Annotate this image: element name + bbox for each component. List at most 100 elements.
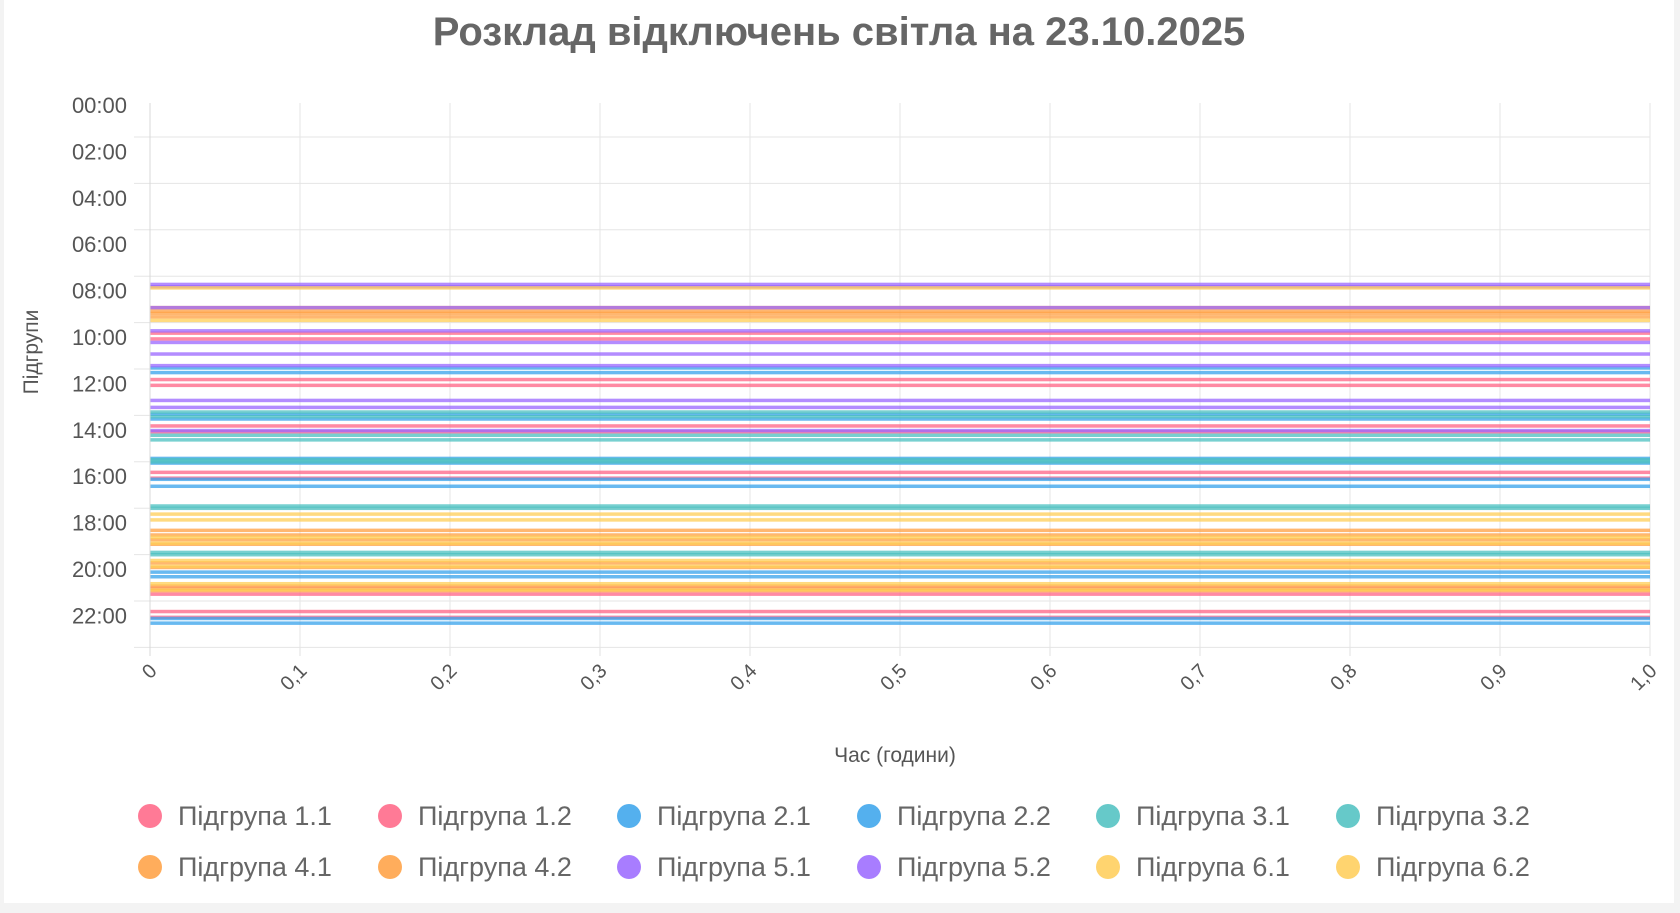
outage-bar — [150, 405, 1650, 410]
outage-bar — [150, 550, 1650, 555]
outage-bar — [150, 398, 1650, 403]
outage-bar — [150, 616, 1650, 621]
outage-bar — [150, 318, 1650, 323]
outage-bar — [150, 581, 1650, 586]
y-tick-label: 08:00 — [72, 279, 127, 304]
y-tick-label: 00:00 — [72, 93, 127, 118]
outage-bars — [150, 282, 1650, 625]
legend-swatch — [1336, 855, 1360, 879]
x-tick-label: 0,9 — [1476, 660, 1511, 695]
legend-label: Підгрупа 3.1 — [1136, 801, 1290, 831]
legend-label: Підгрупа 1.2 — [418, 801, 572, 831]
legend-item[interactable]: Підгрупа 3.2 — [1336, 801, 1530, 831]
outage-bar — [150, 470, 1650, 475]
legend-swatch — [857, 855, 881, 879]
legend-label: Підгрупа 2.1 — [657, 801, 811, 831]
outage-bar — [150, 311, 1650, 316]
x-tick-label: 1,0 — [1626, 660, 1661, 695]
outage-bar — [150, 417, 1650, 421]
legend-swatch — [617, 855, 641, 879]
x-tick-label: 0 — [138, 660, 161, 683]
legend-item[interactable]: Підгрупа 4.2 — [378, 852, 572, 882]
outage-bar — [150, 535, 1650, 540]
legend-label: Підгрупа 4.2 — [418, 852, 572, 882]
outage-bar — [150, 309, 1650, 313]
legend-item[interactable]: Підгрупа 1.1 — [138, 801, 332, 831]
legend-item[interactable]: Підгрупа 3.1 — [1096, 801, 1290, 831]
legend-label: Підгрупа 6.1 — [1136, 852, 1290, 882]
legend-swatch — [1096, 855, 1120, 879]
legend-swatch — [1336, 804, 1360, 828]
legend-label: Підгрупа 1.1 — [178, 801, 332, 831]
outage-bar — [150, 592, 1650, 596]
outage-bar — [150, 424, 1650, 428]
legend-item[interactable]: Підгрупа 5.2 — [857, 852, 1051, 882]
outage-bar — [150, 414, 1650, 419]
outage-bar — [150, 352, 1650, 356]
legend-swatch — [378, 804, 402, 828]
outage-bar — [150, 477, 1650, 482]
outage-bar — [150, 564, 1650, 569]
outage-bar — [150, 377, 1650, 382]
outage-bar — [150, 587, 1650, 592]
outage-bar — [150, 504, 1650, 508]
outage-bar — [150, 340, 1650, 345]
y-tick-label: 04:00 — [72, 186, 127, 211]
legend-label: Підгрупа 6.2 — [1376, 852, 1530, 882]
outage-bar — [150, 484, 1650, 489]
legend-item[interactable]: Підгрупа 6.1 — [1096, 852, 1290, 882]
legend-label: Підгрупа 3.2 — [1376, 801, 1530, 831]
outage-bar — [150, 315, 1650, 319]
x-tick-label: 0,3 — [576, 660, 611, 695]
legend-label: Підгрупа 2.2 — [897, 801, 1051, 831]
outage-bar — [150, 457, 1650, 462]
y-tick-label: 16:00 — [72, 464, 127, 489]
x-tick-label: 0,8 — [1326, 660, 1361, 695]
y-tick-label: 22:00 — [72, 603, 127, 628]
legend-item[interactable]: Підгрупа 2.1 — [617, 801, 811, 831]
outage-bar — [150, 537, 1650, 542]
x-tick-label: 0,7 — [1176, 660, 1211, 695]
outage-bar — [150, 533, 1650, 537]
legend-item[interactable]: Підгрупа 5.1 — [617, 852, 811, 882]
x-tick-label: 0,6 — [1026, 660, 1061, 695]
x-tick-label: 0,1 — [276, 660, 311, 695]
outage-schedule-chart: Розклад відключень світла на 23.10.2025 … — [20, 10, 1662, 882]
outage-bar — [150, 305, 1650, 310]
outage-bar — [150, 528, 1650, 533]
outage-bar — [150, 558, 1650, 563]
outage-bar — [150, 383, 1650, 388]
y-tick-label: 18:00 — [72, 511, 127, 536]
outage-bar — [150, 412, 1650, 417]
outage-bar — [150, 570, 1650, 574]
outage-bar — [150, 541, 1650, 545]
legend-item[interactable]: Підгрупа 6.2 — [1336, 852, 1530, 882]
legend-swatch — [138, 804, 162, 828]
chart-title: Розклад відключень світла на 23.10.2025 — [433, 10, 1246, 54]
x-tick-label: 0,4 — [726, 660, 761, 695]
legend-label: Підгрупа 5.1 — [657, 852, 811, 882]
outage-bar — [150, 460, 1650, 464]
outage-bar — [150, 512, 1650, 516]
chart-card: Розклад відключень світла на 23.10.2025 … — [4, 0, 1674, 903]
x-axis-title: Час (години) — [834, 744, 956, 767]
outage-bar — [150, 438, 1650, 442]
legend-item[interactable]: Підгрупа 2.2 — [857, 801, 1051, 831]
legend-swatch — [1096, 804, 1120, 828]
outage-bar — [150, 366, 1650, 370]
legend-swatch — [857, 804, 881, 828]
y-axis-title: Підгрупи — [20, 310, 43, 395]
legend[interactable]: Підгрупа 1.1 Підгрупа 1.2 Підгрупа 2.1 Підг… — [138, 801, 1530, 882]
outage-bar — [150, 518, 1650, 522]
outage-bar — [150, 410, 1650, 414]
legend-item[interactable]: Підгрупа 1.2 — [378, 801, 572, 831]
outage-bar — [150, 552, 1650, 557]
legend-item[interactable]: Підгрупа 4.1 — [138, 852, 332, 882]
y-tick-label: 20:00 — [72, 557, 127, 582]
y-tick-label: 10:00 — [72, 325, 127, 350]
legend-swatch — [378, 855, 402, 879]
outage-bar — [150, 286, 1650, 290]
legend-swatch — [617, 804, 641, 828]
y-tick-label: 02:00 — [72, 139, 127, 164]
y-tick-label: 06:00 — [72, 232, 127, 257]
